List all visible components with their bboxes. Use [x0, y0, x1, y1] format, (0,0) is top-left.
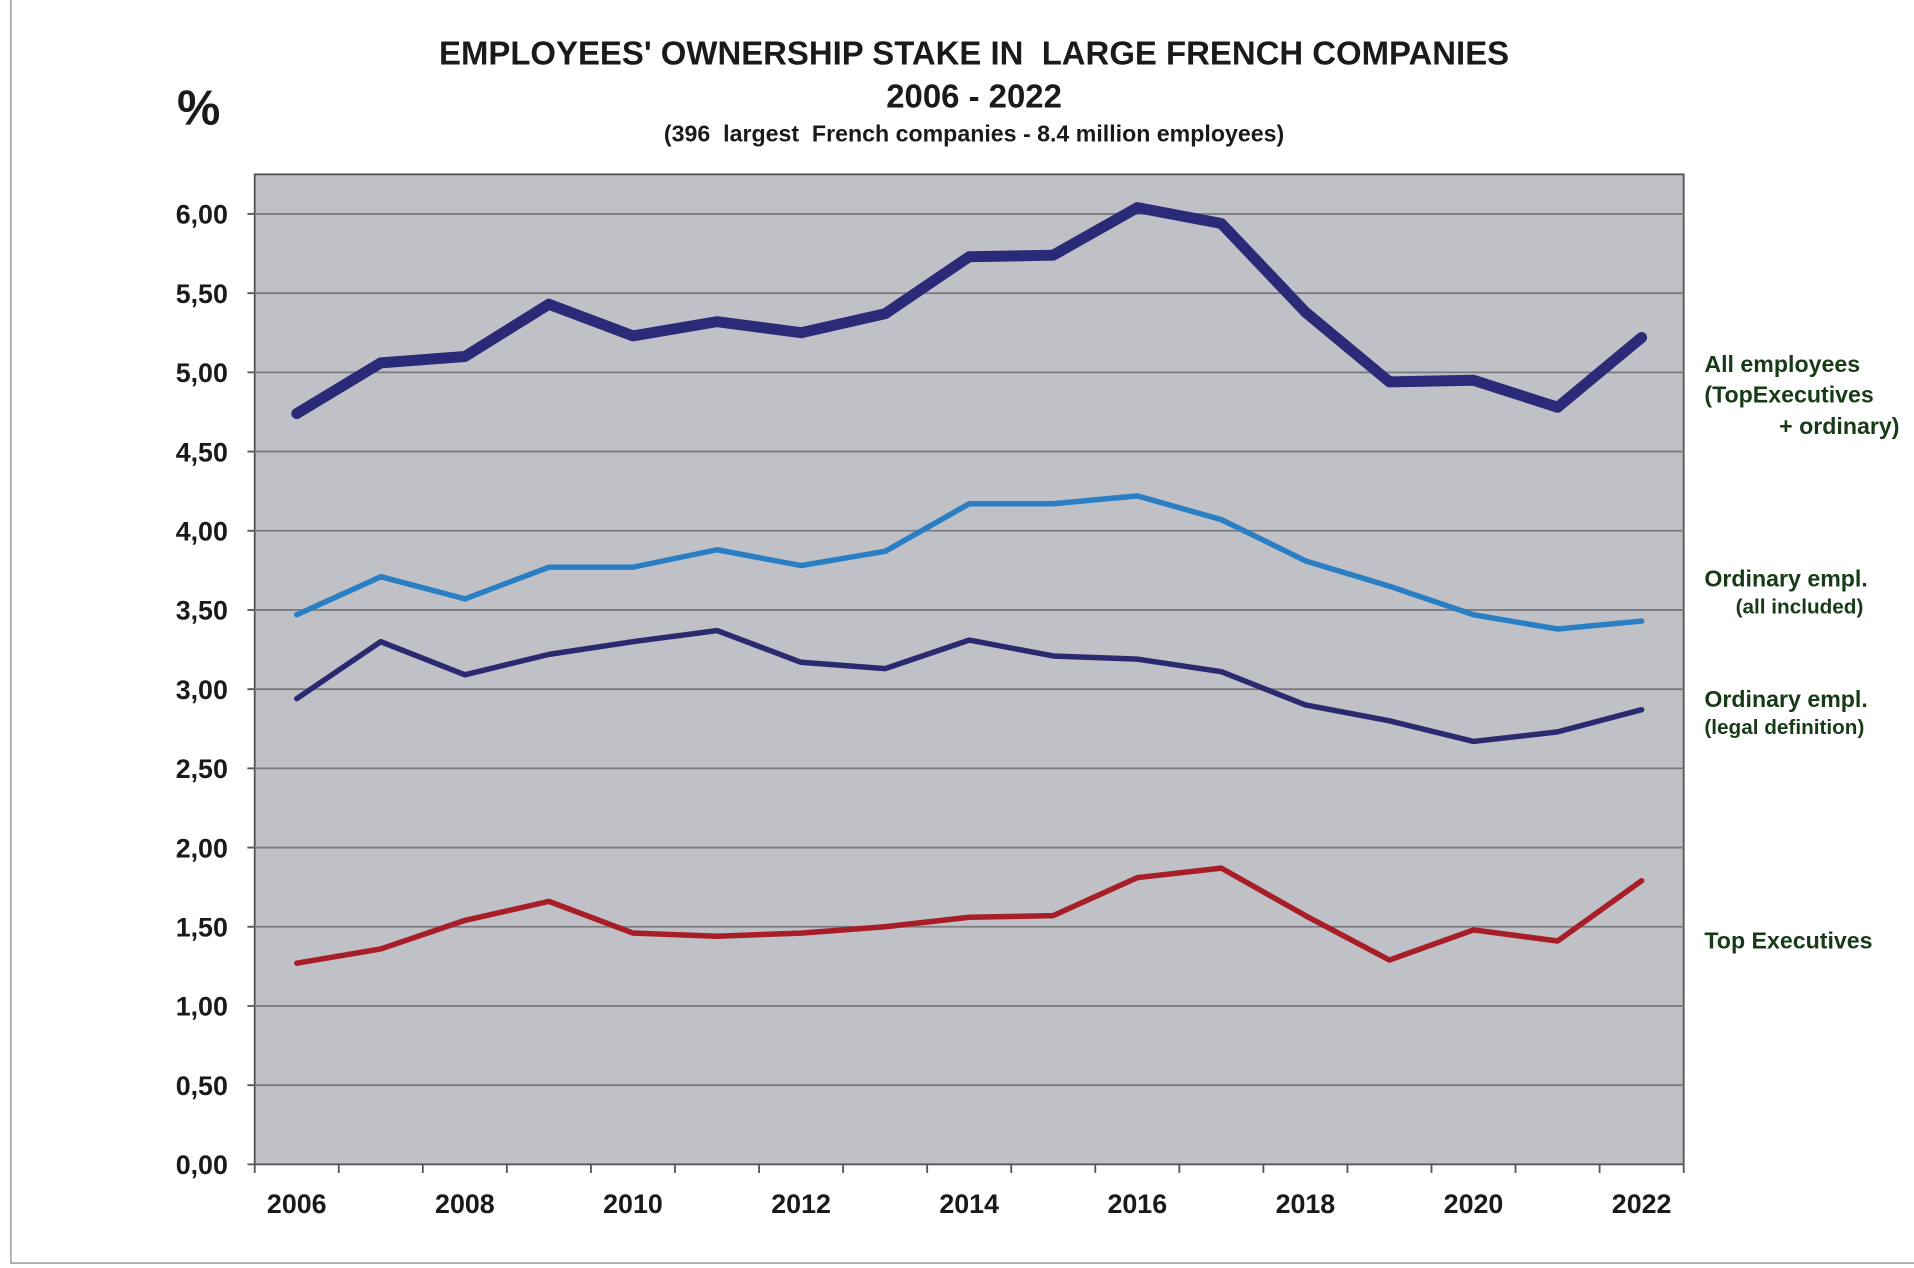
y-tick-label: 0,00: [176, 1150, 228, 1180]
chart-subtitle: 2006 - 2022: [886, 77, 1062, 114]
x-tick-label: 2012: [771, 1189, 831, 1219]
y-tick-label: 4,00: [176, 517, 228, 547]
legend-label: Ordinary empl.: [1704, 686, 1867, 712]
x-tick-label: 2008: [435, 1189, 495, 1219]
plot-area: [253, 173, 1685, 1166]
legend-label: Top Executives: [1704, 928, 1872, 954]
y-tick-label: 5,50: [176, 279, 228, 309]
chart-title: EMPLOYEES' OWNERSHIP STAKE IN LARGE FREN…: [439, 35, 1509, 72]
series-line: [291, 202, 1648, 420]
y-tick-label: 1,50: [176, 913, 228, 943]
legend-label: + ordinary): [1779, 413, 1899, 439]
y-tick-label: 3,00: [176, 675, 228, 705]
x-tick-label: 2018: [1276, 1189, 1336, 1219]
legend-label: Ordinary empl.: [1704, 565, 1867, 591]
series-line: [294, 627, 1645, 745]
chart-note: (396 largest French companies - 8.4 mill…: [664, 120, 1284, 146]
legend-label: (legal definition): [1704, 716, 1864, 739]
x-tick-label: 2006: [267, 1189, 327, 1219]
y-tick-label: 2,50: [176, 754, 228, 784]
legend-label: (TopExecutives: [1704, 381, 1873, 407]
y-tick-label: 0,50: [176, 1071, 228, 1101]
y-tick-label: 1,00: [176, 992, 228, 1022]
y-tick-label: 4,50: [176, 437, 228, 467]
y-tick-label: 2,00: [176, 833, 228, 863]
x-tick-label: 2010: [603, 1189, 663, 1219]
y-tick-label: 3,50: [176, 596, 228, 626]
y-axis-label: %: [177, 81, 220, 135]
legend-label: (all included): [1736, 595, 1864, 618]
x-tick-label: 2020: [1444, 1189, 1504, 1219]
x-tick-label: 2014: [939, 1189, 999, 1219]
series-line: [294, 493, 1645, 632]
series-line: [294, 865, 1645, 966]
y-tick-label: 6,00: [176, 200, 228, 230]
x-tick-label: 2022: [1612, 1189, 1672, 1219]
legend-label: All employees: [1704, 351, 1860, 377]
x-tick-label: 2016: [1107, 1189, 1167, 1219]
y-tick-label: 5,00: [176, 358, 228, 388]
